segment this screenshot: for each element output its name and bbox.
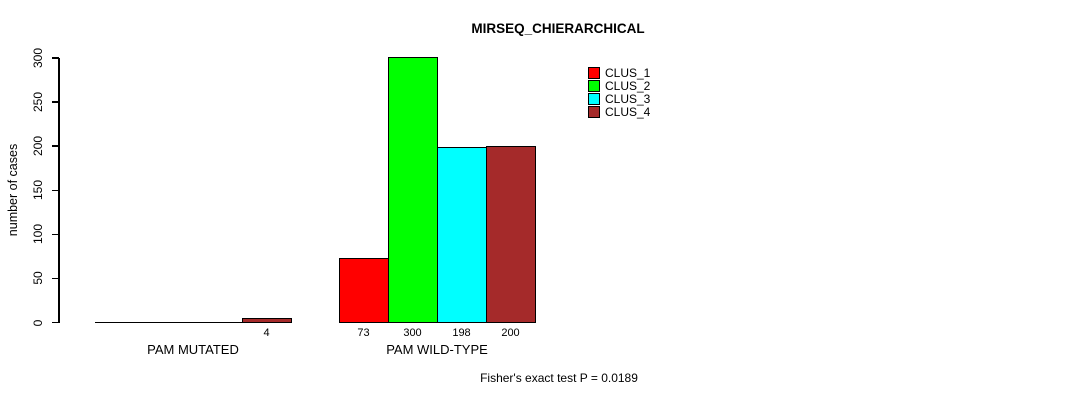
y-tick-label-0: 0 xyxy=(31,319,45,326)
annotation-text: Fisher's exact test P = 0.0189 xyxy=(480,371,638,385)
bar-clus-4-pam-wild-type xyxy=(486,145,536,323)
bar-clus-2-pam-mutated xyxy=(144,321,194,323)
y-tick-mark-50 xyxy=(52,277,59,280)
legend-label-clus-1: CLUS_1 xyxy=(605,65,651,80)
y-axis-title: number of cases xyxy=(6,143,20,237)
bar-clus-3-pam-mutated xyxy=(193,321,243,323)
bar-value-label-pam-wild-type-1: 300 xyxy=(403,327,422,339)
y-tick-label-300: 300 xyxy=(31,47,45,69)
bar-clus-1-pam-mutated xyxy=(95,321,145,323)
bar-clus-3-pam-wild-type xyxy=(437,146,487,323)
y-tick-mark-200 xyxy=(52,145,59,147)
legend: CLUS_1 CLUS_2 CLUS_3 CLUS_4 xyxy=(588,65,651,119)
bar-clus-4-pam-mutated xyxy=(242,317,292,323)
y-tick-mark-100 xyxy=(52,233,59,236)
bar-value-label-pam-wild-type-0: 73 xyxy=(357,327,370,339)
bar-value-label-pam-wild-type-3: 200 xyxy=(501,327,520,339)
y-tick-label-100: 100 xyxy=(31,224,45,245)
y-tick-mark-250 xyxy=(52,101,59,103)
y-tick-label-50: 50 xyxy=(31,271,45,286)
y-tick-label-250: 250 xyxy=(31,92,45,113)
y-tick-label-200: 200 xyxy=(31,136,45,157)
legend-label-clus-3: CLUS_3 xyxy=(605,91,651,106)
legend-item-clus-4: CLUS_4 xyxy=(588,104,651,119)
bar-clus-1-pam-wild-type xyxy=(339,257,389,323)
legend-swatch-clus-4 xyxy=(588,105,600,118)
chart-title: MIRSEQ_CHIERARCHICAL xyxy=(471,21,645,36)
legend-item-clus-1: CLUS_1 xyxy=(588,65,651,80)
bar-value-label-pam-mutated-3: 4 xyxy=(263,327,270,339)
y-tick-label-150: 150 xyxy=(31,180,45,201)
legend-label-clus-4: CLUS_4 xyxy=(605,104,651,119)
bar-clus-2-pam-wild-type xyxy=(388,56,438,323)
legend-label-clus-2: CLUS_2 xyxy=(605,78,651,93)
y-tick-mark-150 xyxy=(52,189,59,191)
y-tick-mark-300 xyxy=(52,57,59,59)
legend-swatch-clus-3 xyxy=(588,92,600,105)
y-tick-mark-0 xyxy=(52,321,59,324)
legend-item-clus-2: CLUS_2 xyxy=(588,78,651,93)
bar-value-label-pam-wild-type-2: 198 xyxy=(452,327,471,339)
x-axis-label-pam-mutated: PAM MUTATED xyxy=(147,342,239,357)
legend-item-clus-3: CLUS_3 xyxy=(588,91,651,106)
x-axis-label-pam-wild-type: PAM WILD-TYPE xyxy=(386,342,488,357)
legend-swatch-clus-2 xyxy=(588,79,600,92)
legend-swatch-clus-1 xyxy=(588,66,600,79)
